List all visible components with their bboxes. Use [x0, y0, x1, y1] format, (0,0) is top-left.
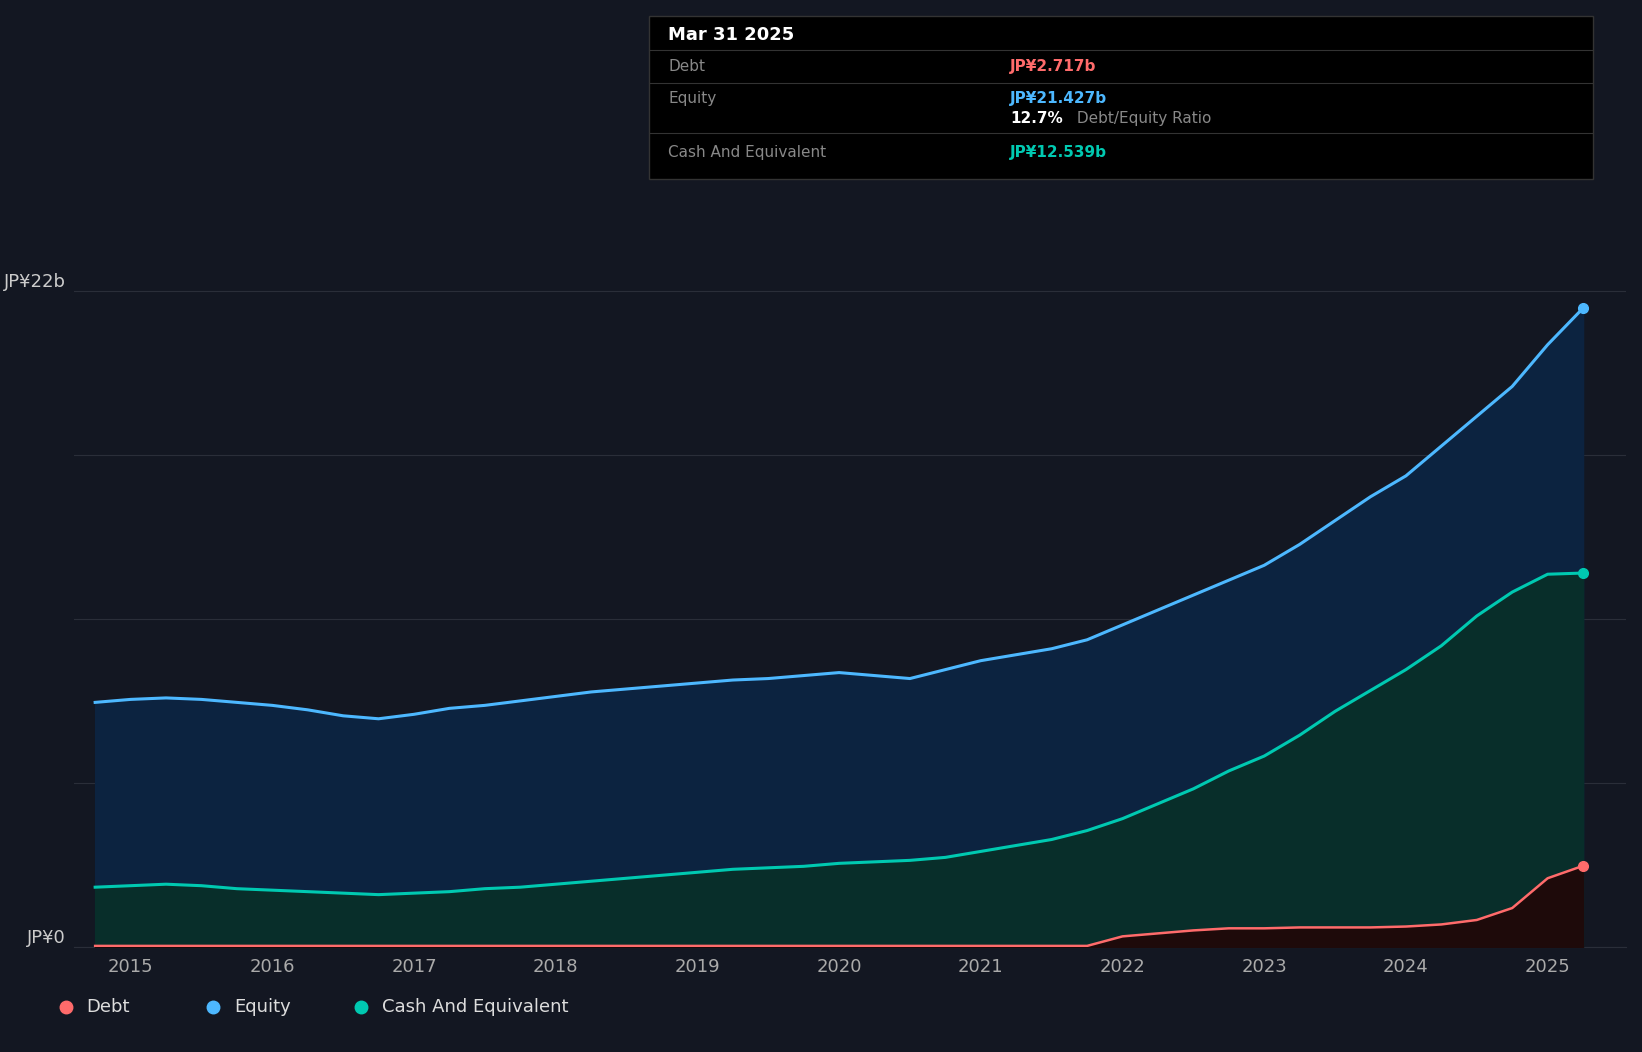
- Text: JP¥0: JP¥0: [28, 929, 66, 947]
- Text: Cash And Equivalent: Cash And Equivalent: [383, 998, 568, 1016]
- Text: Debt/Equity Ratio: Debt/Equity Ratio: [1072, 112, 1212, 126]
- Text: JP¥21.427b: JP¥21.427b: [1010, 92, 1107, 106]
- Text: JP¥2.717b: JP¥2.717b: [1010, 59, 1097, 74]
- Text: Debt: Debt: [668, 59, 706, 74]
- Text: 12.7%: 12.7%: [1010, 112, 1062, 126]
- Text: Equity: Equity: [233, 998, 291, 1016]
- Text: Mar 31 2025: Mar 31 2025: [668, 26, 795, 44]
- Text: JP¥12.539b: JP¥12.539b: [1010, 145, 1107, 160]
- Text: Debt: Debt: [87, 998, 130, 1016]
- Text: Cash And Equivalent: Cash And Equivalent: [668, 145, 826, 160]
- Text: Equity: Equity: [668, 92, 716, 106]
- Text: JP¥22b: JP¥22b: [5, 274, 66, 291]
